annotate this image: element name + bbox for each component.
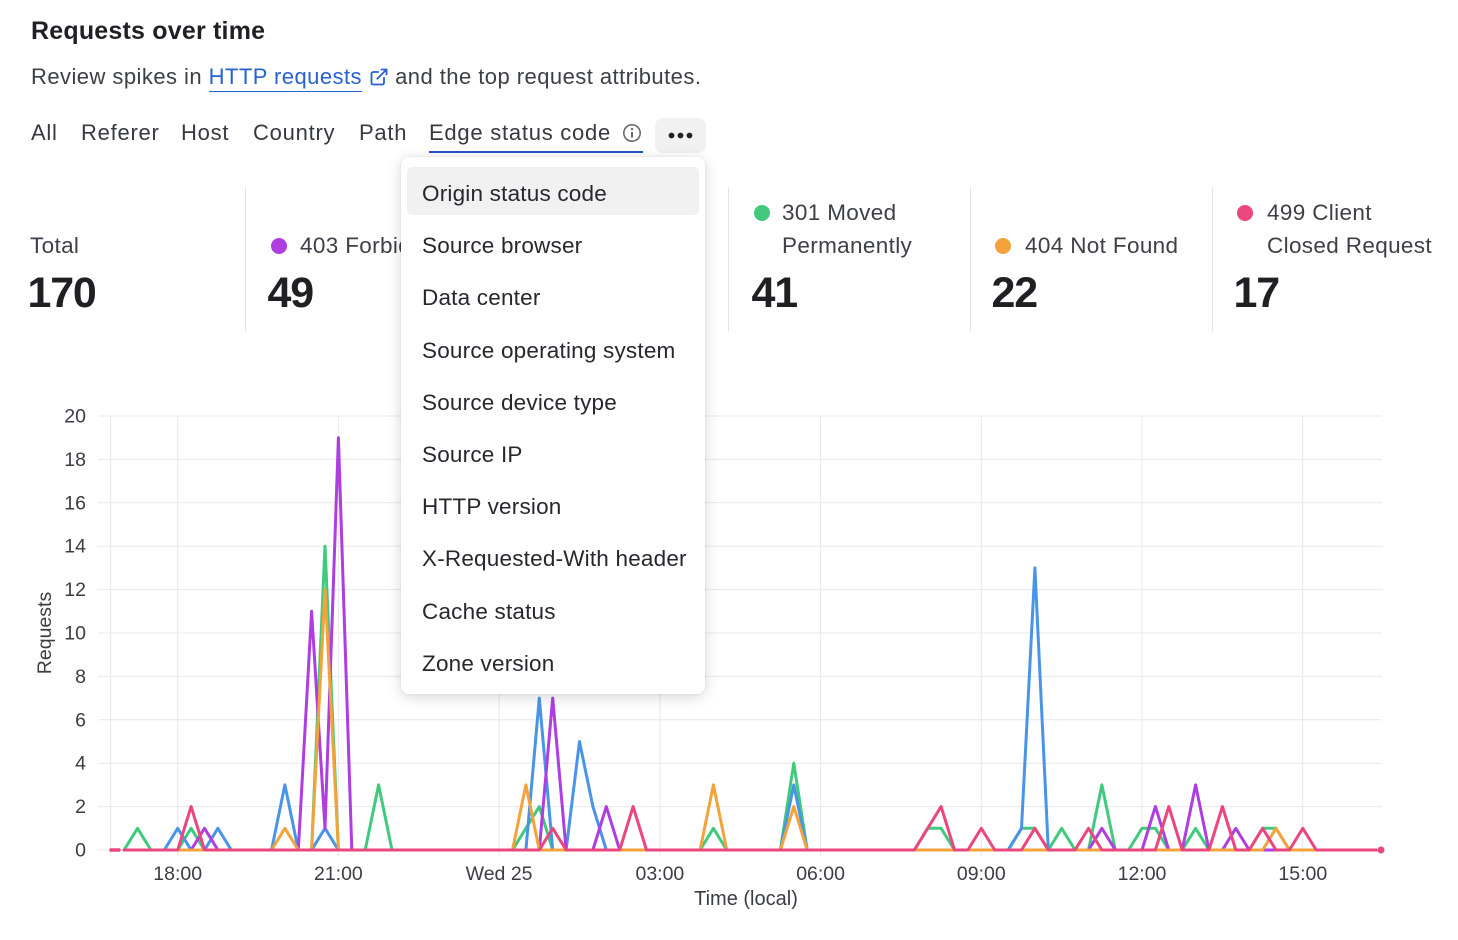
svg-text:Wed 25: Wed 25 bbox=[466, 863, 533, 885]
svg-text:6: 6 bbox=[75, 709, 86, 731]
svg-text:21:00: 21:00 bbox=[314, 863, 363, 885]
svg-text:12:00: 12:00 bbox=[1118, 863, 1167, 885]
svg-text:15:00: 15:00 bbox=[1278, 863, 1327, 885]
svg-text:2: 2 bbox=[75, 796, 86, 818]
svg-text:10: 10 bbox=[64, 623, 86, 645]
svg-text:18:00: 18:00 bbox=[153, 863, 202, 885]
svg-text:06:00: 06:00 bbox=[796, 863, 845, 885]
svg-text:16: 16 bbox=[64, 492, 86, 514]
svg-text:0: 0 bbox=[75, 840, 86, 862]
svg-text:12: 12 bbox=[64, 579, 86, 601]
svg-text:18: 18 bbox=[64, 449, 86, 471]
svg-text:Time (local): Time (local) bbox=[694, 888, 798, 910]
svg-text:03:00: 03:00 bbox=[635, 863, 684, 885]
svg-text:20: 20 bbox=[64, 406, 86, 428]
svg-text:8: 8 bbox=[75, 666, 86, 688]
svg-text:4: 4 bbox=[75, 753, 86, 775]
svg-text:09:00: 09:00 bbox=[957, 863, 1006, 885]
svg-text:Requests: Requests bbox=[34, 592, 56, 675]
svg-text:14: 14 bbox=[64, 536, 86, 558]
